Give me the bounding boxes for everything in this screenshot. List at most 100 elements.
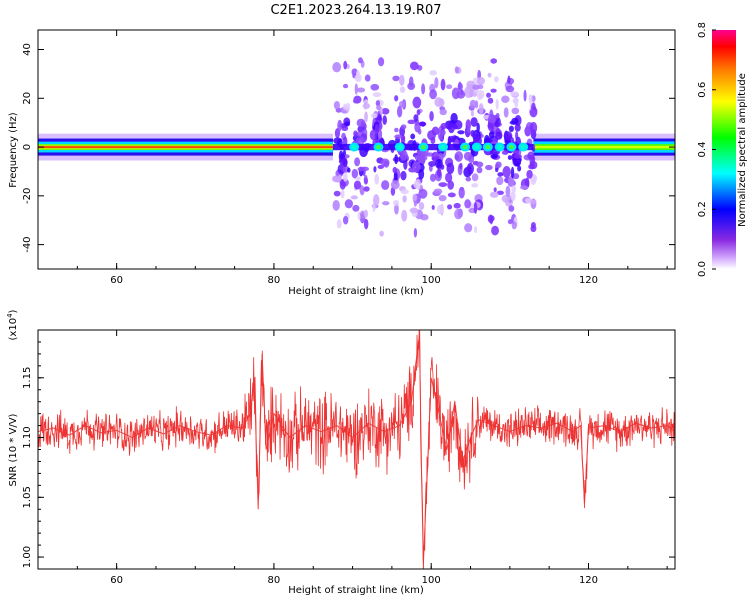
scatter-blob xyxy=(514,123,521,132)
scatter-blob xyxy=(418,188,428,199)
scatter-blob xyxy=(334,128,341,139)
scatter-blob xyxy=(511,185,517,194)
scatter-blob xyxy=(507,155,512,160)
scatter-blob xyxy=(525,197,532,204)
spectrogram-xtick-label: 100 xyxy=(422,275,441,286)
hot-spot-core xyxy=(497,144,503,150)
scatter-blob xyxy=(342,83,349,89)
scatter-blob xyxy=(342,172,348,182)
colorbar-tick-label: 0.6 xyxy=(697,82,708,98)
scatter-center-line xyxy=(332,143,534,151)
scatter-blob xyxy=(446,162,455,175)
scatter-blob xyxy=(453,202,461,209)
scatter-blob xyxy=(505,185,511,197)
scatter-blob xyxy=(344,199,353,209)
scatter-blob xyxy=(464,199,471,209)
scatter-blob xyxy=(355,176,361,182)
scatter-blob xyxy=(357,211,361,221)
scatter-blob xyxy=(337,119,343,132)
hot-spot-core xyxy=(508,144,514,150)
snr-multiplier: (x104) xyxy=(6,309,19,340)
snr-xtick-label: 100 xyxy=(422,575,441,586)
scatter-blob xyxy=(374,173,380,185)
scatter-blob xyxy=(345,102,351,112)
scatter-blob xyxy=(419,214,429,221)
scatter-blob xyxy=(477,89,485,99)
scatter-blob xyxy=(409,61,419,71)
scatter-blob xyxy=(471,173,479,182)
scatter-blob xyxy=(453,124,458,130)
scatter-blob xyxy=(486,92,491,98)
scatter-blob xyxy=(447,192,456,198)
scatter-blob xyxy=(476,122,480,133)
scatter-blob xyxy=(459,162,463,170)
chart-title: C2E1.2023.264.13.19.R07 xyxy=(270,3,441,18)
scatter-blob xyxy=(447,204,453,210)
scatter-blob xyxy=(394,154,399,165)
hot-spot-core xyxy=(351,144,357,150)
scatter-blob xyxy=(376,104,381,111)
scatter-blob xyxy=(450,112,458,124)
scatter-blob xyxy=(332,62,342,73)
scatter-blob xyxy=(526,169,533,179)
hot-spot-core xyxy=(474,144,480,150)
scatter-blob xyxy=(363,218,369,230)
scatter-blob xyxy=(485,164,493,171)
scatter-blob xyxy=(495,112,500,119)
scatter-blob xyxy=(501,95,510,104)
snr-ytick-label: 1.15 xyxy=(22,367,33,389)
scatter-blob xyxy=(472,84,480,90)
spectrogram-xtick-label: 120 xyxy=(579,275,598,286)
scatter-blob xyxy=(508,205,515,212)
scatter-blob xyxy=(497,172,504,177)
scatter-blob xyxy=(331,175,340,183)
scatter-blob xyxy=(478,103,484,115)
scatter-blob xyxy=(408,76,414,87)
scatter-blob xyxy=(343,60,348,70)
scatter-blob xyxy=(487,214,494,224)
snr-ticks: 60 80 100 120 1.00 1.05 1.10 1.15 xyxy=(22,330,675,586)
hot-spot-core xyxy=(397,144,403,150)
scatter-blob xyxy=(470,129,475,137)
scatter-blob xyxy=(428,160,437,167)
scatter-blob xyxy=(502,165,511,178)
scatter-blob xyxy=(403,159,408,170)
scatter-blob xyxy=(509,120,517,125)
scatter-blob xyxy=(527,151,535,160)
scatter-blob xyxy=(440,122,447,130)
snr-multiplier-close: ) xyxy=(8,309,19,313)
scatter-blob xyxy=(468,154,475,164)
scatter-blob xyxy=(511,107,520,115)
scatter-blob xyxy=(445,172,453,183)
colorbar: 0.0 0.2 0.4 0.6 0.8 Normalized spectral ampl… xyxy=(697,22,748,277)
scatter-blob xyxy=(354,83,358,95)
colorbar-tick-label: 0.0 xyxy=(697,261,708,277)
scatter-blob xyxy=(377,164,385,169)
scatter-blob xyxy=(358,57,363,64)
scatter-blob xyxy=(528,93,533,104)
scatter-blob xyxy=(363,186,370,192)
scatter-blob xyxy=(433,188,443,195)
scatter-blob xyxy=(454,151,464,162)
scatter-blob xyxy=(495,167,499,173)
scatter-blob xyxy=(364,74,371,82)
scatter-blob xyxy=(505,85,515,93)
scatter-blob xyxy=(418,201,425,211)
scatter-blob xyxy=(473,202,478,214)
scatter-blob xyxy=(440,164,445,170)
scatter-blob xyxy=(470,117,478,127)
scatter-blob xyxy=(510,166,515,179)
snr-ytick-label: 1.10 xyxy=(22,426,33,448)
scatter-blob xyxy=(373,194,380,206)
scatter-blob xyxy=(394,134,403,139)
spectrogram-ytick-label: 40 xyxy=(22,43,33,56)
colorbar-tick-label: 0.4 xyxy=(697,142,708,158)
scatter-blob xyxy=(456,90,466,99)
scatter-blob xyxy=(465,176,472,182)
scatter-blob xyxy=(530,199,537,205)
scatter-blob xyxy=(495,131,503,140)
scatter-blob xyxy=(458,81,462,91)
scatter-blob xyxy=(466,126,471,133)
scatter-blob xyxy=(372,92,382,98)
